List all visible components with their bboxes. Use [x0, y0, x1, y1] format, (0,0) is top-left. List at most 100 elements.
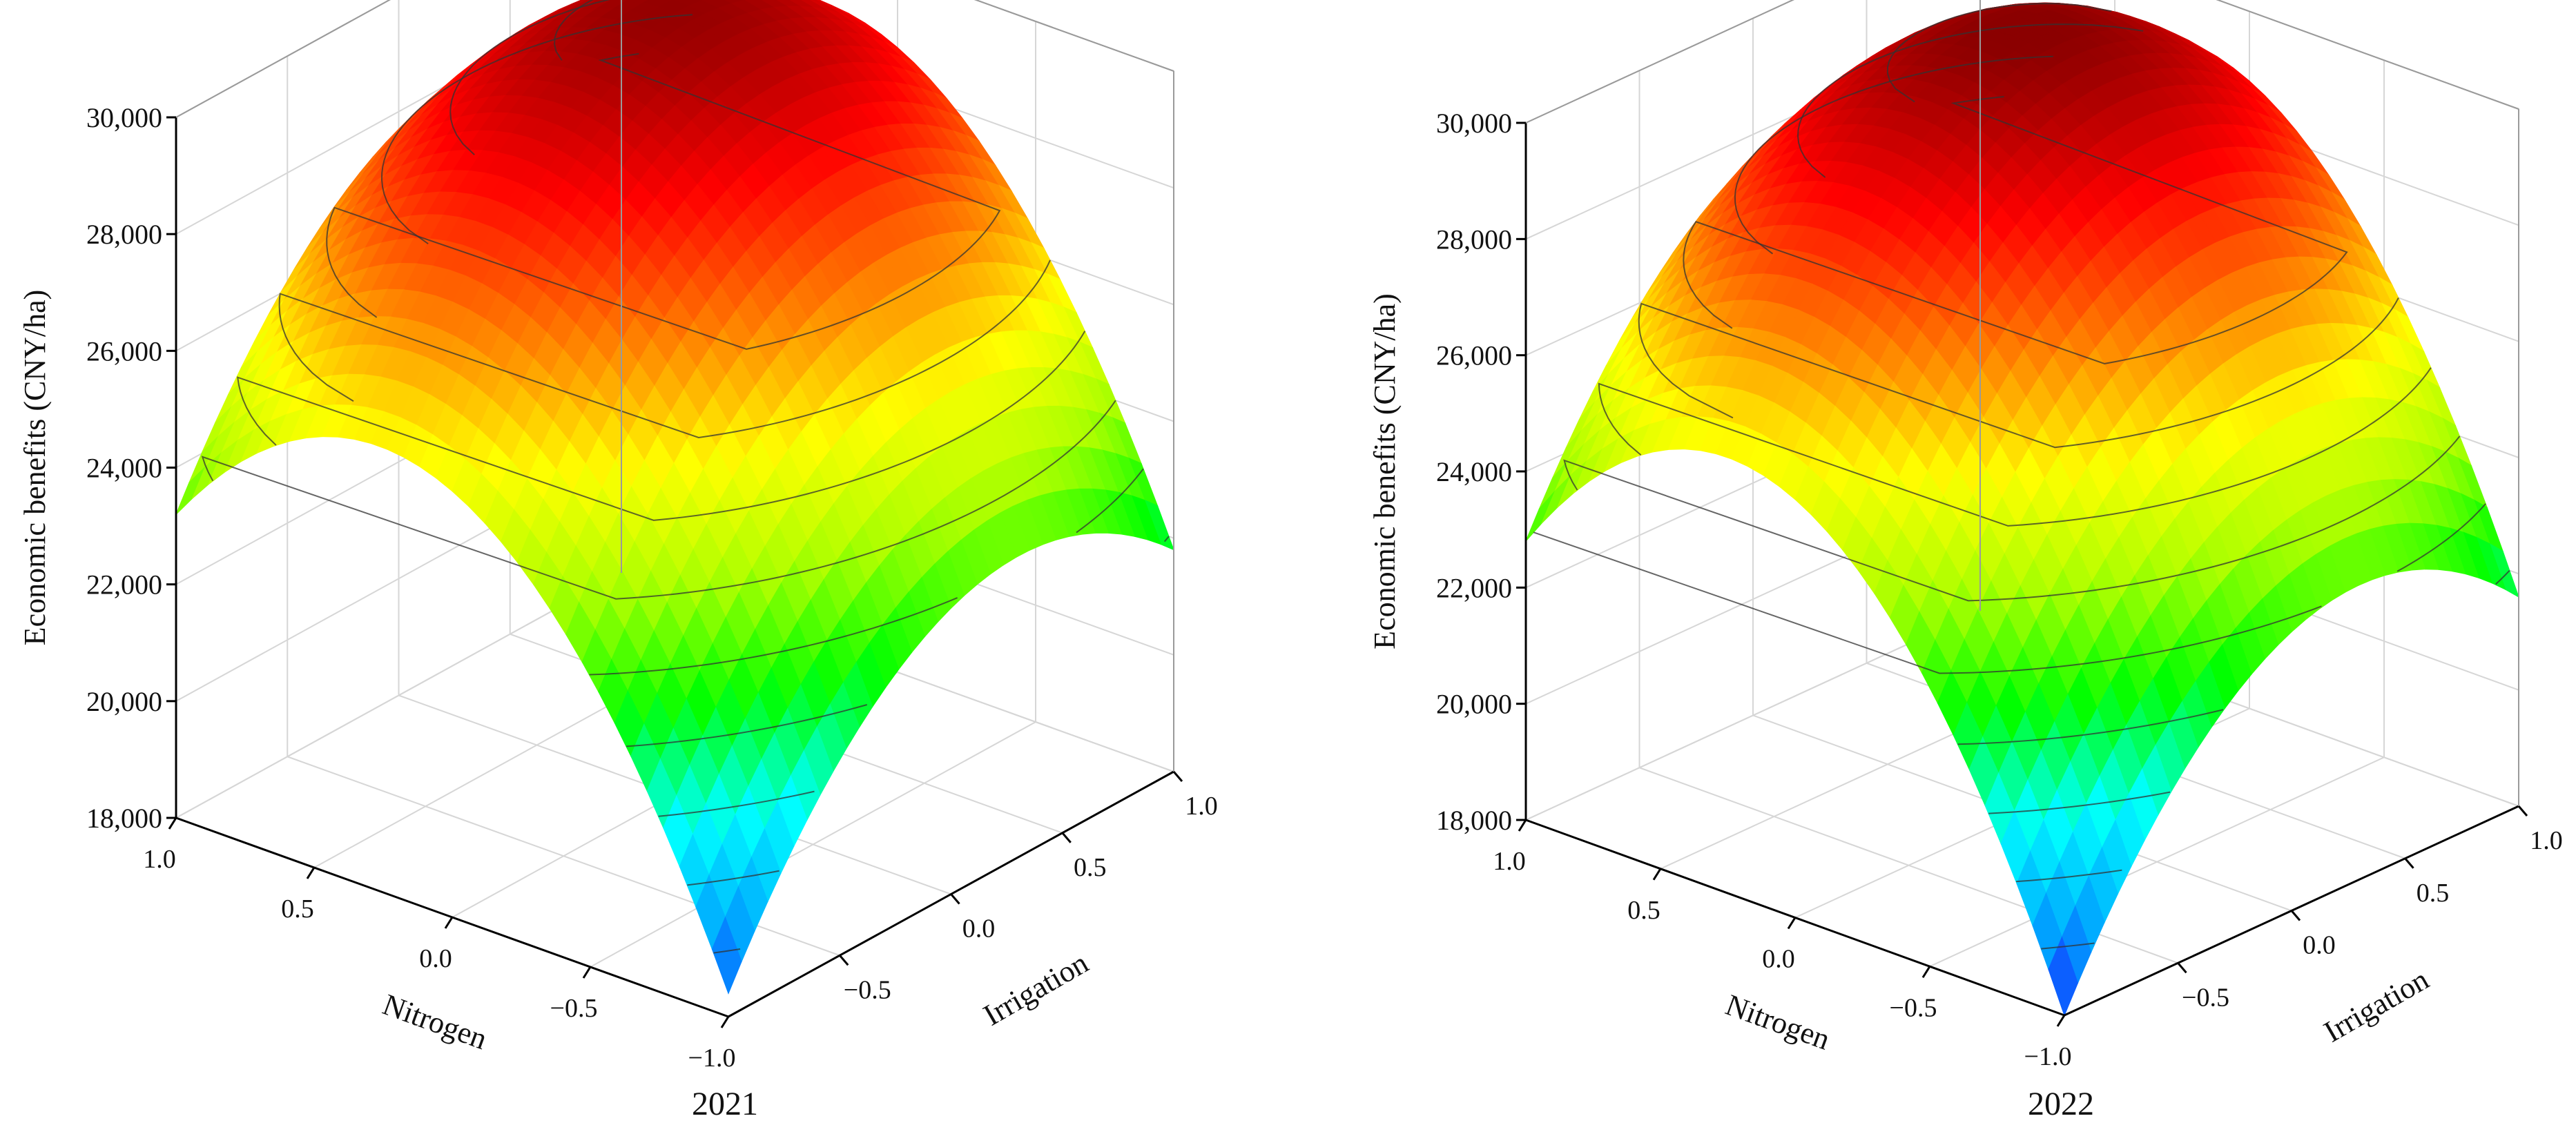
z-ticks: 18,000 20,000 22,000 24,000 26,000 28,000 30,0… — [86, 102, 176, 834]
contour-line — [1683, 96, 2348, 364]
z-tick-label: 24,000 — [1436, 456, 1512, 487]
contour-line — [626, 704, 868, 747]
surface-facet — [1525, 491, 1556, 542]
z-tick-label: 18,000 — [86, 803, 162, 834]
nitrogen-tick-label: 0.5 — [1627, 896, 1660, 925]
contour-line — [1886, 3, 2112, 103]
irrigation-tick-mark — [2517, 805, 2528, 817]
z-axis-label: Economic benefits (CNY/ha) — [1368, 293, 1402, 649]
irrigation-tick-label: 0.5 — [2417, 879, 2450, 908]
irrigation-ticks: −0.5 0.0 0.5 1.0 — [839, 771, 1218, 1004]
contour-line — [278, 260, 1051, 439]
nitrogen-tick-mark — [444, 917, 454, 929]
response-surface — [1525, 2, 2520, 1017]
irrigation-tick-label: 0.5 — [1074, 853, 1107, 882]
contour-line — [1533, 531, 2322, 674]
contour-line — [1797, 23, 2144, 178]
irrigation-tick-label: −0.5 — [844, 975, 891, 1004]
contour-line — [326, 52, 1001, 350]
irrigation-tick-mark — [2404, 857, 2414, 869]
contour-line — [2495, 569, 2510, 585]
nitrogen-tick-label: −0.5 — [550, 994, 598, 1023]
irrigation-tick-mark — [2177, 962, 2187, 974]
z-tick-label: 20,000 — [1436, 689, 1512, 720]
irrigation-tick-mark — [950, 893, 960, 905]
nitrogen-tick-mark — [1787, 917, 1797, 930]
contour-lines — [201, 0, 1170, 954]
floor-gridline — [1929, 756, 2385, 968]
nitrogen-tick-mark — [1921, 966, 1931, 979]
z-axis-label: Economic benefits (CNY/ha) — [18, 290, 52, 646]
irrigation-tick-label: −0.5 — [2182, 983, 2229, 1012]
z-tick-label: 22,000 — [1436, 572, 1512, 603]
z-gridline — [175, 0, 1174, 235]
nitrogen-tick-label: 0.0 — [419, 944, 452, 973]
contour-line — [1598, 367, 2432, 527]
panel-2022: 18,000 20,000 22,000 24,000 26,000 28,000 30,0… — [1368, 0, 2563, 1122]
z-tick-label: 26,000 — [1436, 340, 1512, 371]
nitrogen-tick-mark — [1652, 868, 1662, 881]
nitrogen-axis-label: Nitrogen — [1721, 988, 1834, 1057]
nitrogen-tick-label: −1.0 — [688, 1044, 736, 1073]
contour-line — [1734, 55, 2053, 255]
z-tick-label: 30,000 — [1436, 108, 1512, 139]
surface-facet — [711, 916, 742, 995]
contour-line — [236, 331, 1086, 521]
panel-caption: 2021 — [692, 1086, 758, 1122]
nitrogen-tick-mark — [306, 867, 316, 879]
irrigation-tick-mark — [839, 955, 849, 966]
nitrogen-axis-label: Nitrogen — [378, 988, 492, 1057]
floor-gridline — [590, 721, 1036, 968]
z-tick-label: 20,000 — [86, 686, 162, 717]
contour-line — [713, 948, 741, 954]
contour-line — [1163, 536, 1170, 542]
contour-line — [1076, 468, 1144, 534]
top-edge — [1525, 0, 2519, 124]
contour-line — [589, 597, 958, 676]
irrigation-axis-label: Irrigation — [978, 946, 1094, 1033]
contour-line — [554, 0, 594, 61]
irrigation-tick-label: 1.0 — [2530, 826, 2563, 855]
z-tick-label: 28,000 — [86, 219, 162, 250]
response-surface — [175, 0, 1175, 995]
panel-caption: 2022 — [2028, 1086, 2094, 1122]
irrigation-axis-label: Irrigation — [2318, 962, 2434, 1049]
contour-line — [449, 0, 610, 155]
irrigation-ticks: −0.5 0.0 0.5 1.0 — [2177, 805, 2563, 1012]
nitrogen-tick-label: 1.0 — [143, 845, 176, 874]
contour-line — [381, 14, 693, 244]
top-edge — [175, 0, 1174, 118]
nitrogen-tick-mark — [582, 966, 592, 979]
nitrogen-ticks: 1.0 0.5 0.0 −0.5 −1.0 — [143, 817, 736, 1073]
nitrogen-tick-label: 0.0 — [1762, 945, 1795, 974]
contour-line — [1563, 436, 2461, 602]
nitrogen-tick-label: −1.0 — [2024, 1042, 2072, 1071]
nitrogen-tick-mark — [168, 817, 177, 830]
z-tick-label: 28,000 — [1436, 224, 1512, 255]
z-tick-label: 18,000 — [1436, 805, 1512, 836]
nitrogen-tick-label: −0.5 — [1890, 993, 1937, 1022]
contour-line — [1957, 709, 2224, 745]
z-tick-label: 24,000 — [86, 453, 162, 484]
irrigation-tick-mark — [2290, 910, 2301, 921]
contour-line — [2396, 503, 2486, 572]
nitrogen-ticks: 1.0 0.5 0.0 −0.5 −1.0 — [1493, 819, 2072, 1071]
nitrogen-tick-mark — [2056, 1015, 2066, 1027]
contour-line — [1638, 297, 2399, 449]
z-ticks: 18,000 20,000 22,000 24,000 26,000 28,000 30,0… — [1436, 108, 1526, 836]
nitrogen-tick-mark — [720, 1016, 730, 1028]
nitrogen-tick-label: 0.5 — [281, 895, 314, 923]
irrigation-tick-mark — [1061, 832, 1072, 843]
contour-line — [1988, 791, 2171, 814]
irrigation-tick-label: 1.0 — [1185, 792, 1218, 821]
nitrogen-tick-mark — [1518, 819, 1527, 832]
z-tick-label: 30,000 — [86, 102, 162, 133]
contour-line — [2041, 942, 2095, 950]
surface-facet — [2048, 936, 2078, 1017]
contour-line — [201, 400, 1116, 600]
irrigation-tick-label: 0.0 — [2303, 931, 2336, 960]
panel-2021: 18,000 20,000 22,000 24,000 26,000 28,000 30,0… — [18, 0, 1218, 1122]
contour-lines — [1533, 3, 2510, 950]
